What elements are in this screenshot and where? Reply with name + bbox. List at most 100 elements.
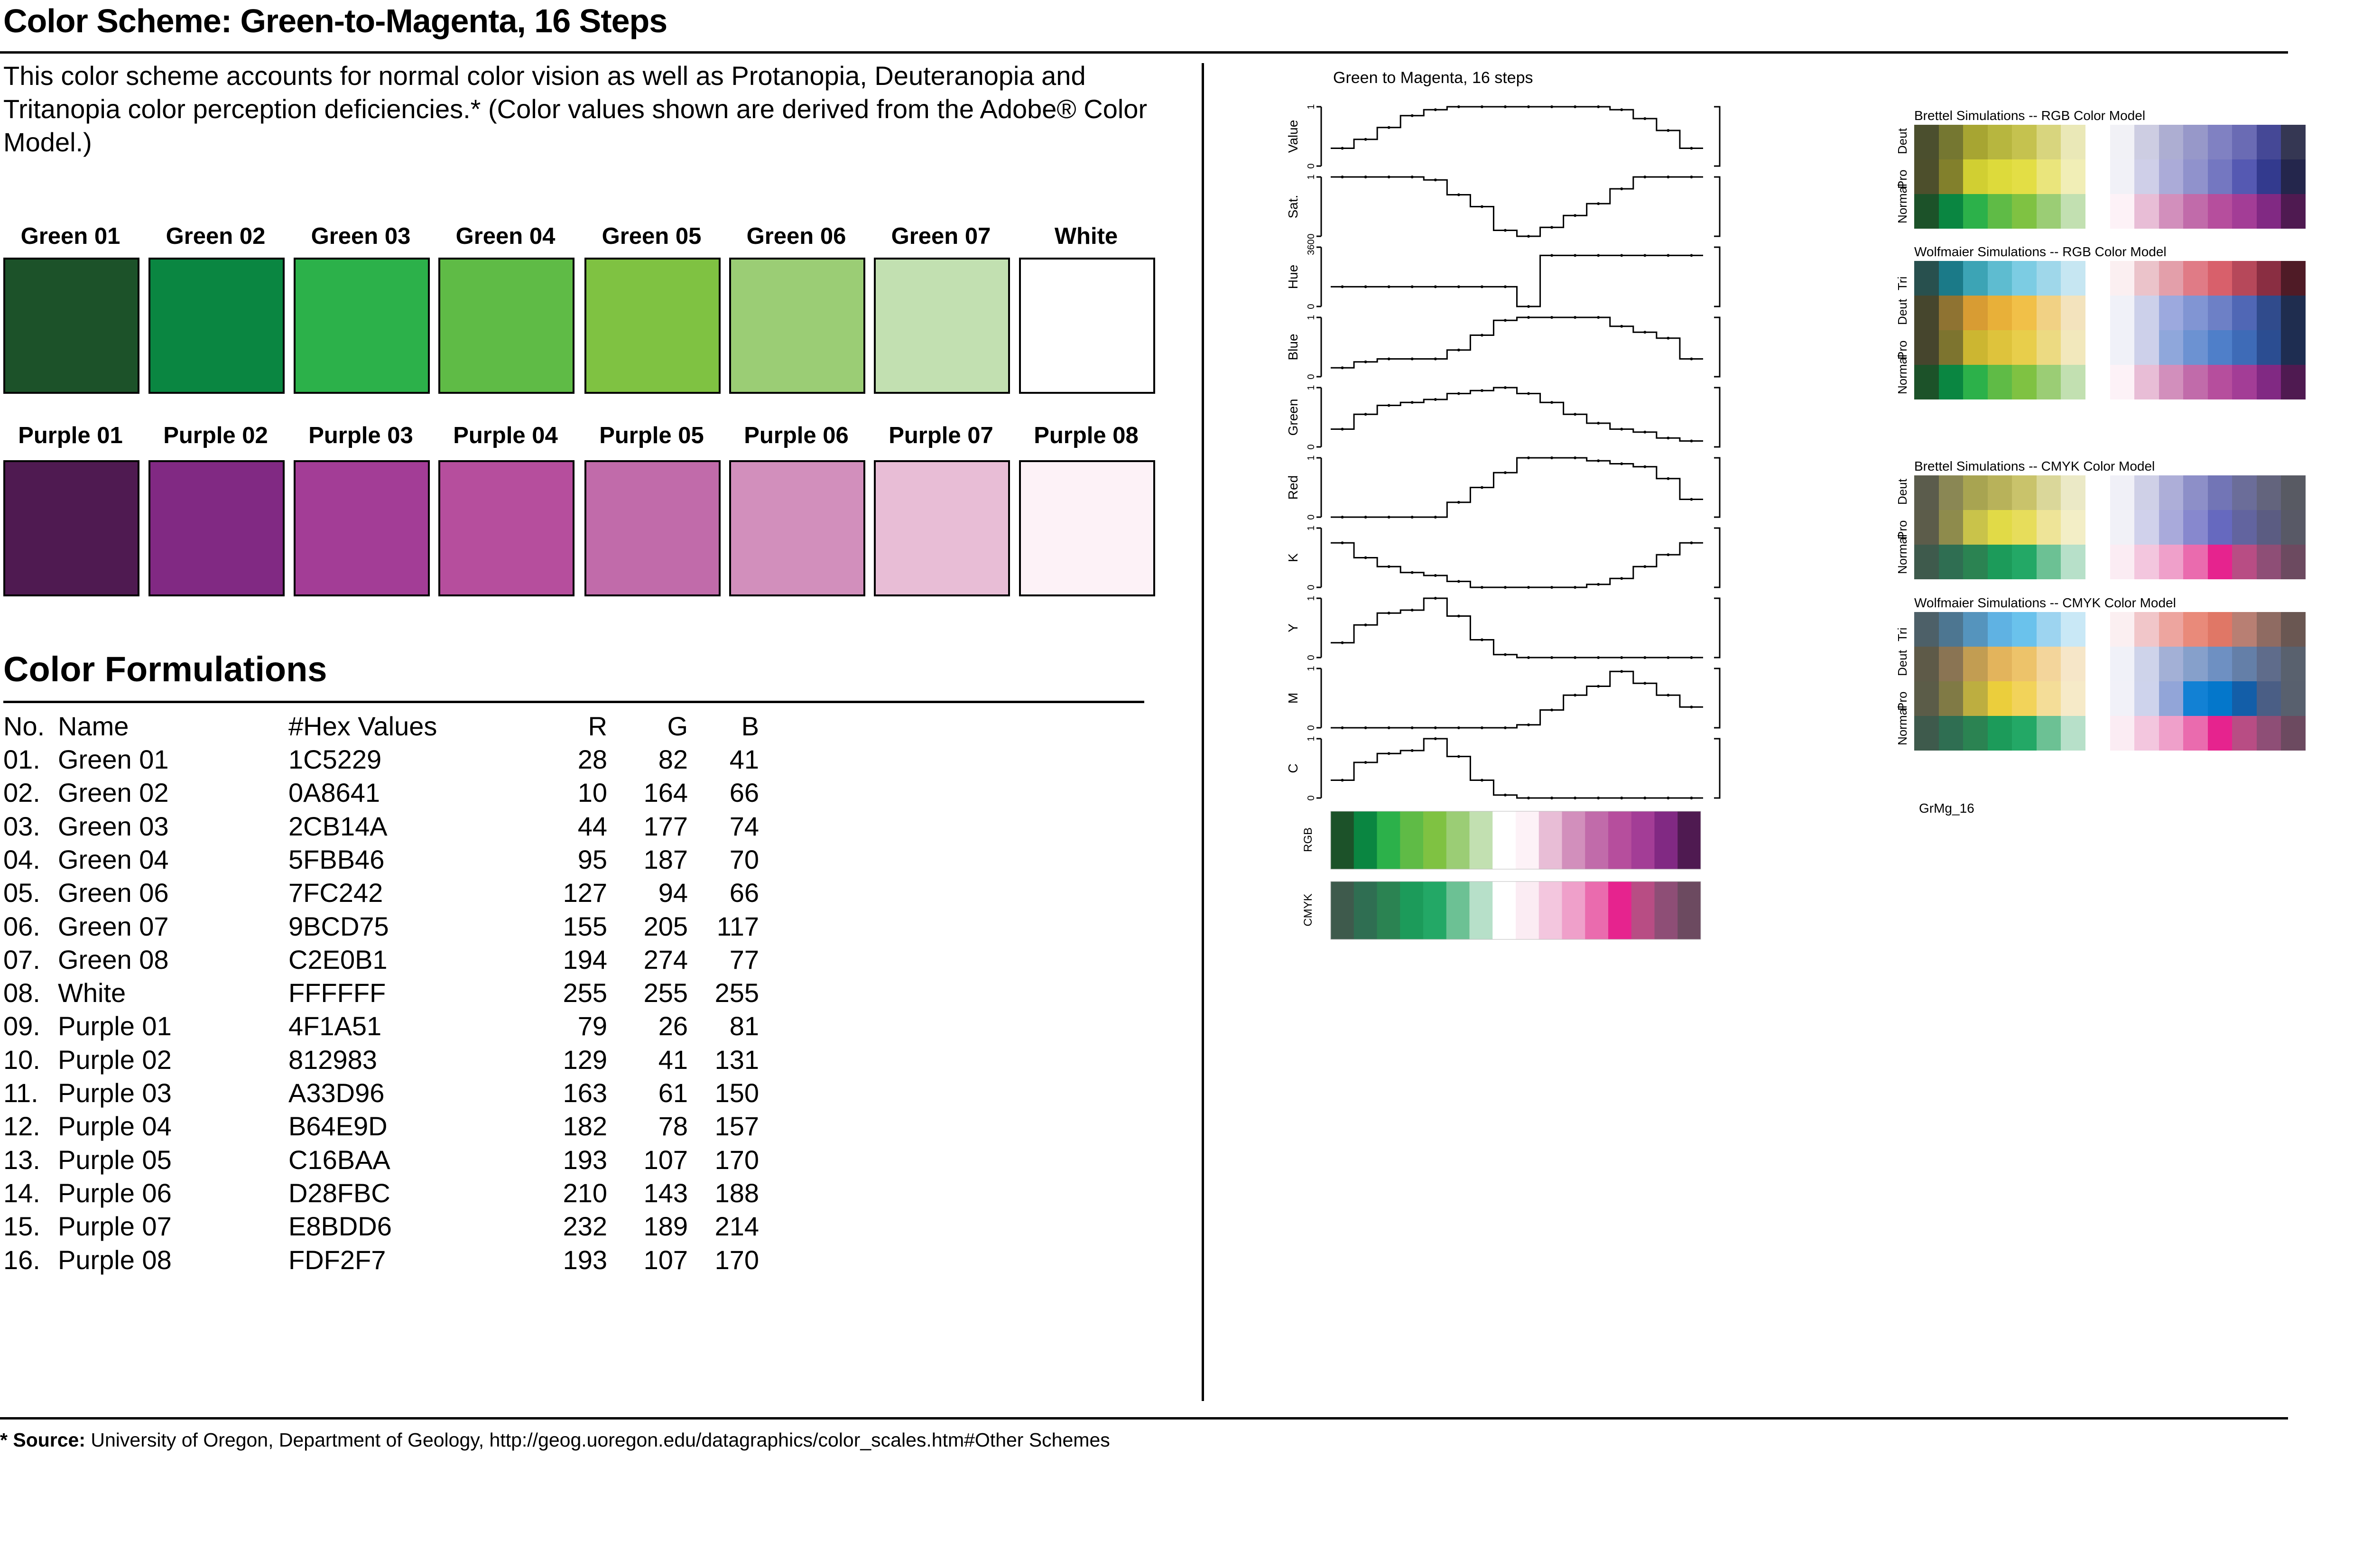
- data-point: [1457, 285, 1460, 288]
- cell-r: 163: [563, 1078, 607, 1108]
- data-point: [1387, 726, 1390, 729]
- data-point: [1387, 565, 1390, 568]
- simulation-cell: [2085, 330, 2110, 365]
- data-point: [1527, 316, 1530, 319]
- data-point: [1667, 477, 1670, 480]
- simulation-cell: [2085, 612, 2110, 647]
- color-bar-cell: [1377, 811, 1400, 869]
- header-r: R: [588, 711, 607, 741]
- simulation-cell: [2061, 159, 2085, 194]
- simulation-row: [1914, 510, 2306, 545]
- data-point: [1341, 427, 1344, 431]
- data-point: [1620, 462, 1623, 465]
- panel-label: K: [1286, 553, 1300, 562]
- simulation-row: [1914, 261, 2306, 296]
- color-bar-cell: [1492, 811, 1516, 869]
- color-bar-cell: [1353, 811, 1377, 869]
- cell-name: Purple 02: [58, 1044, 172, 1075]
- simulation-title: Brettel Simulations -- CMYK Color Model: [1914, 459, 2155, 473]
- simulation-cell: [2281, 125, 2306, 159]
- simulation-cell: [2110, 194, 2135, 229]
- simulation-cell: [1987, 194, 2012, 229]
- data-point: [1434, 597, 1437, 600]
- simulation-cell: [2207, 330, 2233, 365]
- footer-rule: [0, 1417, 2288, 1420]
- cell-r: 193: [563, 1144, 607, 1175]
- simulation-cell: [2256, 510, 2281, 545]
- data-point: [1597, 422, 1600, 425]
- simulation-cell: [2159, 681, 2184, 716]
- cell-b: 157: [714, 1111, 759, 1141]
- data-point: [1503, 386, 1507, 389]
- component-chart: Green to Magenta, 16 steps Value 0 1 Sat. 0 1 H…: [1286, 69, 1721, 940]
- simulation-cell: [2012, 475, 2037, 510]
- cell-r: 44: [577, 811, 607, 841]
- simulation-cell: [1963, 296, 1988, 330]
- simulation-cell: [1914, 330, 1939, 365]
- simulation-cell: [1938, 330, 1964, 365]
- data-point: [1434, 398, 1437, 401]
- data-point: [1457, 193, 1460, 196]
- simulation-cell: [2183, 681, 2208, 716]
- simulation-cell: [1987, 475, 2012, 510]
- color-bar-cell: [1538, 881, 1562, 939]
- simulation-cell: [2232, 716, 2257, 751]
- data-point: [1480, 586, 1483, 589]
- color-swatch: [584, 460, 721, 596]
- cell-hex: 5FBB46: [288, 844, 385, 874]
- tick-label: 1: [1306, 104, 1316, 109]
- data-point: [1457, 614, 1460, 618]
- simulation-cell: [2012, 261, 2037, 296]
- simulation-cell: [1963, 681, 1988, 716]
- data-point: [1690, 797, 1693, 799]
- cell-hex: 2CB14A: [288, 811, 388, 841]
- data-point: [1387, 357, 1390, 361]
- simulation-cell: [2183, 194, 2208, 229]
- simulation-row: [1914, 612, 2306, 647]
- simulation-cell: [2232, 510, 2257, 545]
- swatch-label: Purple 06: [744, 423, 849, 448]
- color-bar-cell: [1446, 811, 1470, 869]
- simulation-cell: [2012, 330, 2037, 365]
- data-point: [1480, 205, 1483, 208]
- page-title: Color Scheme: Green-to-Magenta, 16 Steps: [3, 2, 667, 39]
- cell-b: 255: [714, 978, 759, 1008]
- simulation-cell: [2183, 296, 2208, 330]
- simulation-cell: [1963, 475, 1988, 510]
- color-swatch: [1019, 460, 1155, 596]
- cell-r: 155: [563, 911, 607, 941]
- simulation-cell: [2256, 365, 2281, 399]
- data-point: [1643, 682, 1647, 685]
- simulation-cell: [2207, 365, 2233, 399]
- cell-b: 131: [714, 1044, 759, 1075]
- simulation-cell: [2012, 365, 2037, 399]
- simulation-cell: [2012, 194, 2037, 229]
- simulation-cell: [2036, 194, 2061, 229]
- data-point: [1667, 553, 1670, 557]
- data-point: [1574, 456, 1577, 459]
- cell-name: Green 06: [58, 878, 169, 908]
- tick-label: 1: [1306, 525, 1316, 530]
- data-point: [1410, 749, 1414, 752]
- simulation-cell: [1914, 647, 1939, 681]
- data-point: [1550, 254, 1554, 257]
- simulation-cell: [2134, 159, 2159, 194]
- color-bar-cell: [1654, 811, 1678, 869]
- simulation-cell: [2159, 159, 2184, 194]
- cell-no: 11.: [3, 1078, 38, 1108]
- simulation-cell: [2207, 125, 2233, 159]
- simulation-cell: [2110, 681, 2135, 716]
- cell-g: 61: [658, 1078, 688, 1108]
- data-point: [1550, 586, 1554, 589]
- simulation-cell: [2281, 475, 2306, 510]
- color-swatch: [294, 460, 430, 596]
- data-point: [1597, 583, 1600, 586]
- simulation-cell: [2183, 261, 2208, 296]
- simulation-cell: [2183, 716, 2208, 751]
- simulation-cell: [2061, 330, 2085, 365]
- simulation-cell: [2207, 681, 2233, 716]
- data-point: [1690, 705, 1693, 709]
- simulation-row-label: Deut: [1895, 299, 1909, 325]
- simulation-cell: [2256, 330, 2281, 365]
- tick-label: 0: [1306, 163, 1316, 168]
